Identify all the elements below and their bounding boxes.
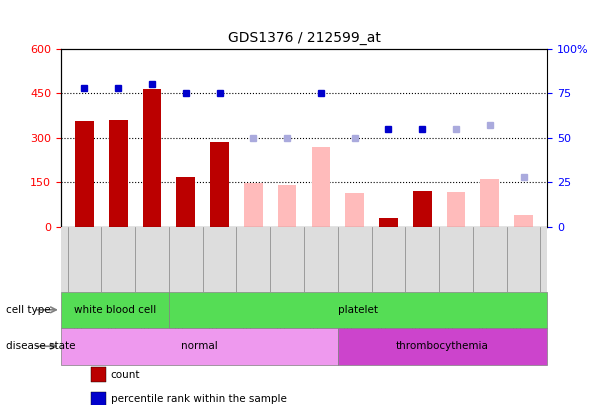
Bar — [338, 328, 547, 364]
Text: count: count — [111, 370, 140, 379]
Bar — [210, 142, 229, 227]
Title: GDS1376 / 212599_at: GDS1376 / 212599_at — [227, 31, 381, 45]
Bar — [311, 147, 330, 227]
Text: percentile rank within the sample: percentile rank within the sample — [111, 394, 286, 404]
Text: white blood cell: white blood cell — [74, 305, 156, 315]
Text: thrombocythemia: thrombocythemia — [396, 341, 489, 351]
Bar — [109, 120, 128, 227]
Bar — [480, 179, 499, 227]
Text: disease state: disease state — [6, 341, 75, 351]
Bar — [61, 292, 169, 328]
Bar — [176, 177, 195, 227]
Bar — [514, 215, 533, 227]
Bar — [447, 192, 465, 227]
Bar — [143, 89, 161, 227]
Text: cell type: cell type — [6, 305, 50, 315]
Text: platelet: platelet — [338, 305, 378, 315]
Bar — [345, 193, 364, 227]
Bar — [379, 218, 398, 227]
Bar — [169, 292, 547, 328]
Bar — [413, 191, 432, 227]
Bar — [278, 185, 296, 227]
Bar — [75, 122, 94, 227]
Bar — [244, 183, 263, 227]
Text: normal: normal — [181, 341, 218, 351]
Bar — [61, 328, 338, 364]
